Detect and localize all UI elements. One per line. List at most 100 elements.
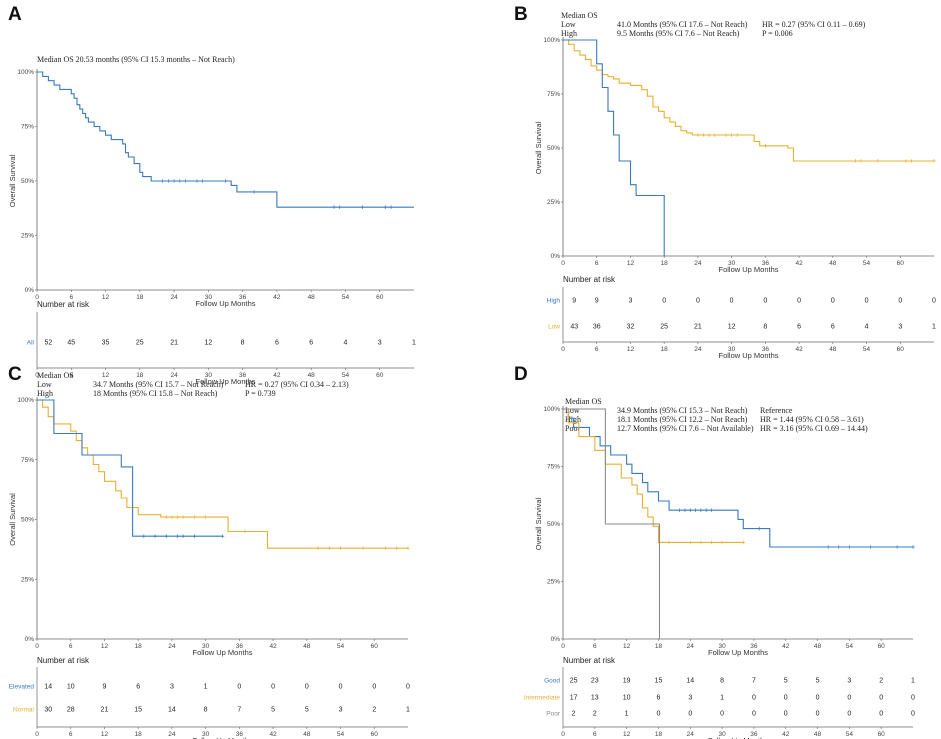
risk-row-label-intermediate: Intermediate (524, 695, 561, 702)
risk-count: 3 (847, 678, 851, 685)
risk-tick-label: 24 (687, 731, 695, 738)
risk-row-label-all: All (27, 340, 35, 347)
risk-count: 0 (879, 695, 883, 702)
censor-mark (701, 133, 706, 137)
panel-letter-a: A (8, 4, 22, 25)
risk-tick-label: 30 (205, 372, 213, 379)
risk-count: 3 (629, 298, 633, 305)
censor-mark (164, 534, 169, 539)
risk-tick-label: 12 (627, 346, 635, 353)
risk-tick-label: 18 (135, 731, 143, 738)
chart-layer: 0%25%50%75%100%0 6 12 18 24 30 36 42 48 54 60Follo… (8, 11, 936, 739)
censor-mark (332, 205, 336, 209)
risk-count: 0 (752, 695, 756, 702)
risk-row-label-normal: Normal (13, 707, 35, 714)
y-tick-label: 25% (547, 199, 560, 206)
censor-mark (932, 159, 936, 163)
risk-count: 8 (204, 707, 208, 714)
risk-tick-label: 48 (829, 346, 837, 353)
risk-count: 0 (847, 711, 851, 718)
x-tick-label: 18 (661, 260, 669, 267)
panel-d: 0%25%50%75%100%0 6 12 18 24 30 36 42 48 54 60Follo… (524, 397, 915, 739)
censor-mark (677, 508, 682, 512)
censor-mark (757, 526, 762, 531)
risk-tick-label: 18 (661, 346, 669, 353)
risk-tick-label: 30 (728, 346, 736, 353)
x-tick-label: 60 (897, 260, 905, 267)
legend-series-name: Low (37, 380, 52, 389)
censor-mark (192, 534, 197, 539)
y-tick-label: 0% (25, 636, 35, 643)
risk-count: 0 (720, 711, 724, 718)
x-tick-label: 24 (168, 643, 176, 650)
risk-count: 0 (816, 695, 820, 702)
risk-count: 36 (593, 324, 601, 331)
risk-count: 0 (730, 298, 734, 305)
risk-count: 5 (784, 678, 788, 685)
risk-count: 7 (752, 678, 756, 685)
x-tick-label: 24 (170, 294, 178, 301)
risk-count: 12 (728, 324, 736, 331)
risk-tick-label: 60 (878, 731, 886, 738)
y-tick-label: 0% (25, 287, 35, 294)
hr-stat-text: HR = 0.27 (95% CI 0.34 – 2.13) (245, 380, 349, 389)
risk-tick-label: 30 (718, 731, 726, 738)
risk-count: 9 (595, 298, 599, 305)
risk-count: 2 (572, 711, 576, 718)
censor-mark (175, 534, 180, 539)
x-tick-label: 24 (687, 643, 695, 650)
risk-count: 0 (865, 298, 869, 305)
risk-tick-label: 36 (750, 731, 758, 738)
y-tick-label: 100% (17, 397, 34, 404)
legend-series-name: High (561, 29, 577, 38)
censor-mark (406, 546, 410, 550)
km-curve-high (563, 39, 665, 256)
x-tick-label: 54 (863, 260, 871, 267)
panel-a: 0%25%50%75%100%0 6 12 18 24 30 36 42 48 54 60Follo… (8, 55, 416, 386)
censor-mark (683, 508, 687, 512)
km-curve-low (37, 399, 408, 549)
risk-count: 7 (237, 707, 241, 714)
risk-count: 0 (911, 711, 915, 718)
risk-count: 14 (168, 707, 176, 714)
risk-count: 10 (67, 684, 75, 691)
risk-tick-label: 24 (170, 372, 178, 379)
x-tick-label: 30 (205, 294, 213, 301)
x-tick-label: 54 (337, 643, 345, 650)
risk-tick-label: 48 (308, 372, 316, 379)
x-axis-title: Follow Up Months (718, 265, 778, 274)
panel-letter-c: C (8, 364, 22, 385)
panel-b: 0%25%50%75%100%0 6 12 18 24 30 36 42 48 54 60Follo… (534, 11, 936, 360)
y-tick-label: 25% (21, 233, 34, 240)
risk-count: 8 (720, 678, 724, 685)
x-tick-label: 42 (269, 643, 277, 650)
risk-tick-label: 36 (236, 731, 244, 738)
censor-mark (859, 159, 863, 163)
censor-mark (172, 179, 176, 183)
risk-tick-label: 6 (69, 731, 73, 738)
x-tick-label: 42 (273, 294, 281, 301)
risk-count: 0 (784, 711, 788, 718)
x-tick-label: 54 (342, 294, 350, 301)
median-os-title: Median OS 20.53 months (95% CI 15.3 mont… (37, 55, 235, 64)
censor-mark (704, 508, 708, 512)
panel-letter-b: B (514, 4, 528, 25)
risk-count: 0 (816, 711, 820, 718)
risk-count: 1 (911, 678, 915, 685)
x-tick-label: 6 (69, 294, 73, 301)
risk-table-title: Number at risk (37, 300, 90, 309)
risk-count: 0 (657, 711, 661, 718)
y-tick-label: 50% (21, 517, 34, 524)
censor-mark (875, 159, 880, 163)
x-axis-title: Follow Up Months (192, 648, 252, 657)
panel-letter-d: D (514, 364, 528, 385)
risk-tick-label: 54 (342, 372, 350, 379)
risk-table-title: Number at risk (37, 656, 90, 665)
risk-tick-label: 6 (69, 372, 73, 379)
risk-row-label-poor: Poor (546, 711, 561, 718)
censor-mark (160, 179, 165, 183)
risk-count: 25 (660, 324, 668, 331)
y-tick-label: 75% (547, 464, 560, 471)
y-tick-label: 25% (547, 579, 560, 586)
km-curve-intermediate (563, 408, 744, 543)
